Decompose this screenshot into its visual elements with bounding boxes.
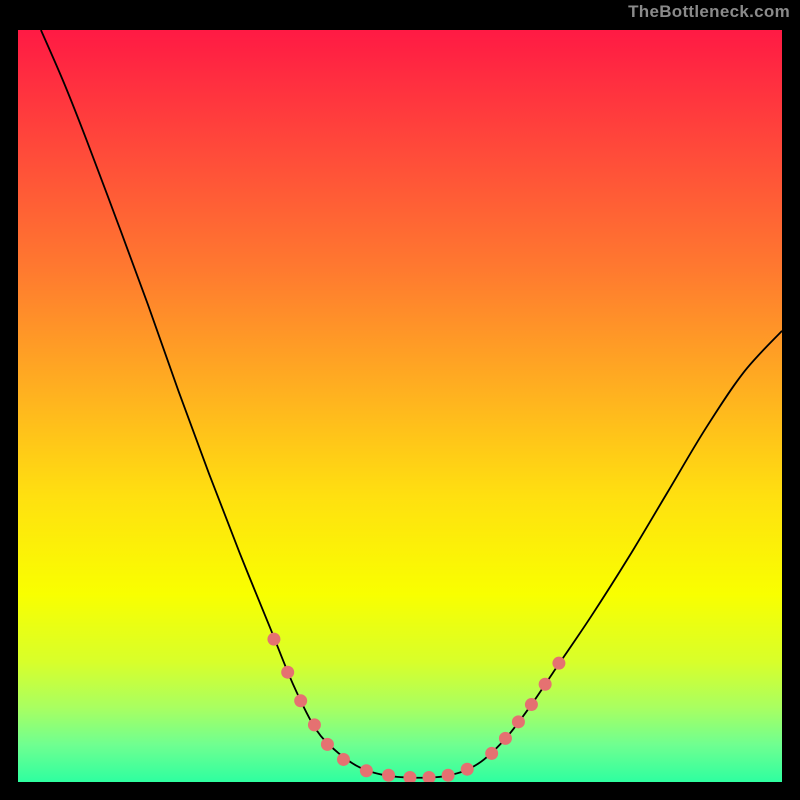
marker-dot <box>485 747 498 760</box>
marker-dot <box>382 769 395 782</box>
marker-dot <box>525 698 538 711</box>
chart-background <box>18 30 782 782</box>
marker-dot <box>442 769 455 782</box>
chart-svg <box>18 30 782 782</box>
marker-dot <box>499 732 512 745</box>
marker-dot <box>552 657 565 670</box>
marker-dot <box>267 633 280 646</box>
marker-dot <box>461 763 474 776</box>
marker-dot <box>539 678 552 691</box>
watermark-text: TheBottleneck.com <box>628 2 790 22</box>
marker-dot <box>512 715 525 728</box>
marker-dot <box>360 764 373 777</box>
marker-dot <box>281 666 294 679</box>
chart-frame: TheBottleneck.com <box>0 0 800 800</box>
marker-dot <box>308 718 321 731</box>
bottleneck-chart <box>18 30 782 782</box>
marker-dot <box>294 694 307 707</box>
marker-dot <box>321 738 334 751</box>
marker-dot <box>337 753 350 766</box>
